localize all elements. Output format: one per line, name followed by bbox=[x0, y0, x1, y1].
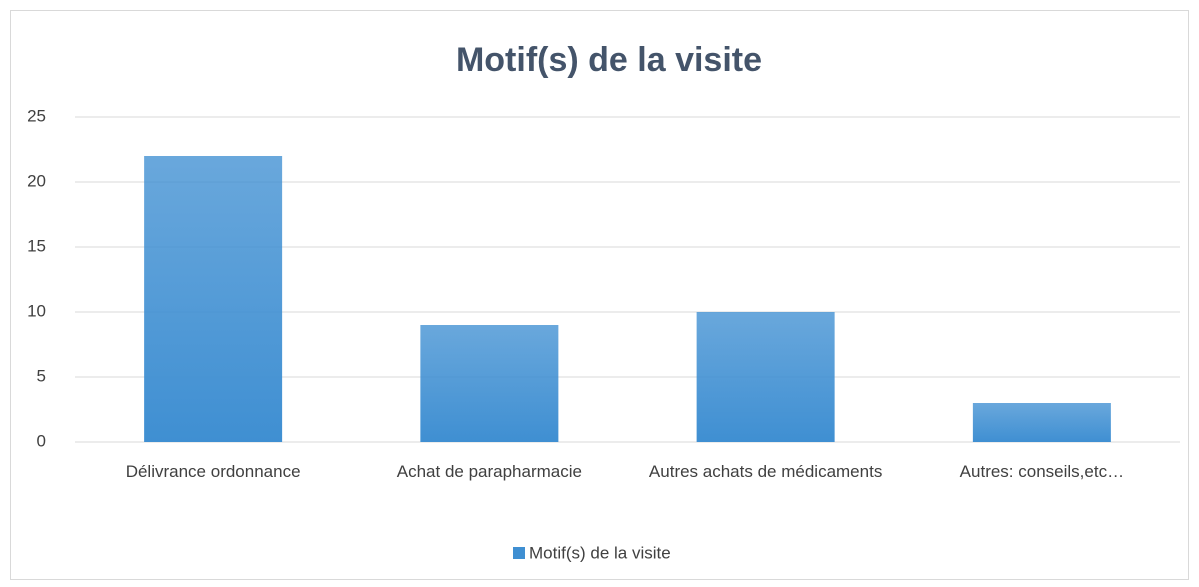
x-tick-label: Achat de parapharmacie bbox=[396, 462, 582, 481]
x-tick-label: Autres achats de médicaments bbox=[648, 462, 883, 481]
x-tick-label: Délivrance ordonnance bbox=[125, 462, 301, 481]
legend-swatch bbox=[513, 547, 525, 559]
y-tick-label: 25 bbox=[27, 106, 46, 125]
y-tick-label: 10 bbox=[27, 301, 46, 320]
y-tick-label: 15 bbox=[27, 236, 46, 255]
x-tick-label: Autres: conseils,etc… bbox=[959, 462, 1125, 481]
bar bbox=[696, 312, 835, 442]
y-tick-label: 5 bbox=[37, 366, 46, 385]
y-tick-label: 20 bbox=[27, 171, 46, 190]
chart-title: Motif(s) de la visite bbox=[456, 41, 762, 79]
legend-label: Motif(s) de la visite bbox=[529, 543, 671, 562]
bar bbox=[144, 156, 283, 442]
y-tick-label: 0 bbox=[37, 431, 46, 450]
bar bbox=[972, 403, 1111, 442]
bar bbox=[420, 325, 559, 442]
